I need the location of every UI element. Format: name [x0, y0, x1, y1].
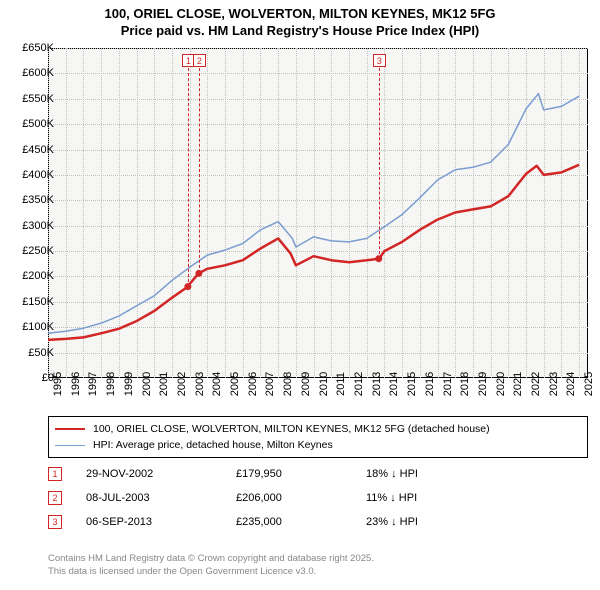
- chart-lines: [48, 48, 588, 378]
- x-tick-label: 2012: [353, 372, 365, 396]
- x-tick-label: 2024: [565, 372, 577, 396]
- legend-swatch-red: [55, 428, 85, 430]
- x-tick-label: 2020: [495, 372, 507, 396]
- x-tick-label: 2001: [158, 372, 170, 396]
- y-tick-label: £600K: [22, 67, 54, 79]
- legend-label-hpi: HPI: Average price, detached house, Milt…: [93, 439, 333, 451]
- x-tick-label: 2004: [211, 372, 223, 396]
- footer: Contains HM Land Registry data © Crown c…: [48, 553, 374, 578]
- y-tick-label: £250K: [22, 245, 54, 257]
- table-row: 3 06-SEP-2013 £235,000 23% ↓ HPI: [48, 510, 588, 534]
- x-tick-label: 1998: [105, 372, 117, 396]
- row-price: £235,000: [236, 516, 366, 528]
- x-tick-label: 2011: [335, 372, 347, 396]
- x-tick-label: 2014: [388, 372, 400, 396]
- y-tick-label: £300K: [22, 220, 54, 232]
- row-date: 08-JUL-2003: [86, 492, 236, 504]
- x-tick-label: 2000: [141, 372, 153, 396]
- x-tick-label: 2013: [371, 372, 383, 396]
- x-tick-label: 2008: [282, 372, 294, 396]
- row-date: 29-NOV-2002: [86, 468, 236, 480]
- y-tick-label: £200K: [22, 270, 54, 282]
- x-tick-label: 2019: [477, 372, 489, 396]
- legend-item-price-paid: 100, ORIEL CLOSE, WOLVERTON, MILTON KEYN…: [55, 421, 581, 437]
- y-tick-label: £100K: [22, 321, 54, 333]
- callout-box: 2: [193, 54, 206, 67]
- x-tick-label: 2017: [442, 372, 454, 396]
- row-date: 06-SEP-2013: [86, 516, 236, 528]
- row-index-box: 1: [48, 467, 62, 481]
- table-row: 1 29-NOV-2002 £179,950 18% ↓ HPI: [48, 462, 588, 486]
- row-delta: 18% ↓ HPI: [366, 468, 506, 480]
- y-tick-label: £650K: [22, 42, 54, 54]
- x-tick-label: 1995: [52, 372, 64, 396]
- footer-line-2: This data is licensed under the Open Gov…: [48, 566, 374, 578]
- x-tick-label: 2018: [459, 372, 471, 396]
- title-line-2: Price paid vs. HM Land Registry's House …: [10, 23, 590, 40]
- x-tick-label: 2005: [229, 372, 241, 396]
- legend: 100, ORIEL CLOSE, WOLVERTON, MILTON KEYN…: [48, 416, 588, 458]
- y-tick-label: £550K: [22, 93, 54, 105]
- y-tick-label: £50K: [28, 347, 54, 359]
- x-tick-label: 2025: [583, 372, 595, 396]
- legend-swatch-blue: [55, 445, 85, 446]
- x-tick-label: 2022: [530, 372, 542, 396]
- row-index-box: 3: [48, 515, 62, 529]
- table-row: 2 08-JUL-2003 £206,000 11% ↓ HPI: [48, 486, 588, 510]
- x-tick-label: 2016: [424, 372, 436, 396]
- x-tick-label: 2015: [406, 372, 418, 396]
- y-tick-label: £150K: [22, 296, 54, 308]
- row-index-box: 2: [48, 491, 62, 505]
- y-tick-label: £500K: [22, 118, 54, 130]
- row-price: £206,000: [236, 492, 366, 504]
- chart-container: 100, ORIEL CLOSE, WOLVERTON, MILTON KEYN…: [0, 0, 600, 590]
- y-tick-label: £400K: [22, 169, 54, 181]
- transaction-table: 1 29-NOV-2002 £179,950 18% ↓ HPI 2 08-JU…: [48, 462, 588, 534]
- legend-item-hpi: HPI: Average price, detached house, Milt…: [55, 437, 581, 453]
- x-tick-label: 1997: [87, 372, 99, 396]
- callout-box: 3: [373, 54, 386, 67]
- y-tick-label: £350K: [22, 194, 54, 206]
- x-tick-label: 1999: [123, 372, 135, 396]
- x-tick-label: 2003: [194, 372, 206, 396]
- x-tick-label: 2002: [176, 372, 188, 396]
- row-price: £179,950: [236, 468, 366, 480]
- row-delta: 23% ↓ HPI: [366, 516, 506, 528]
- footer-line-1: Contains HM Land Registry data © Crown c…: [48, 553, 374, 565]
- legend-label-price-paid: 100, ORIEL CLOSE, WOLVERTON, MILTON KEYN…: [93, 423, 490, 435]
- title-line-1: 100, ORIEL CLOSE, WOLVERTON, MILTON KEYN…: [10, 6, 590, 23]
- x-tick-label: 1996: [70, 372, 82, 396]
- x-tick-label: 2006: [247, 372, 259, 396]
- x-tick-label: 2010: [318, 372, 330, 396]
- title-block: 100, ORIEL CLOSE, WOLVERTON, MILTON KEYN…: [0, 0, 600, 44]
- y-tick-label: £450K: [22, 144, 54, 156]
- x-tick-label: 2021: [512, 372, 524, 396]
- x-tick-label: 2007: [264, 372, 276, 396]
- x-tick-label: 2009: [300, 372, 312, 396]
- chart-area: 123: [48, 48, 588, 378]
- x-tick-label: 2023: [548, 372, 560, 396]
- row-delta: 11% ↓ HPI: [366, 492, 506, 504]
